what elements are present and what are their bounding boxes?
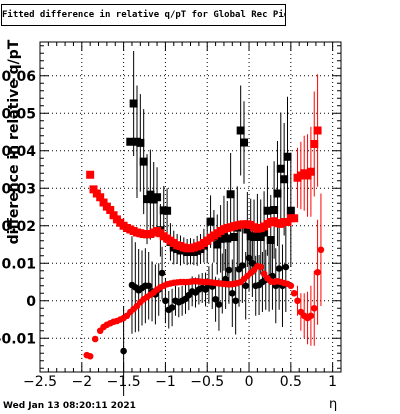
data-point	[129, 99, 138, 108]
data-point	[202, 286, 209, 293]
y-tick-label: 0.01	[1, 256, 36, 272]
data-point	[314, 268, 321, 276]
timestamp-footer: Wed Jan 13 08:20:11 2021	[3, 401, 136, 411]
series-2	[86, 74, 322, 253]
x-tick-label: −1	[155, 374, 176, 390]
x-tick-label: 0.5	[280, 374, 302, 390]
data-point	[260, 228, 269, 237]
x-tick-label: −0.5	[190, 374, 224, 390]
data-point	[275, 265, 283, 272]
data-point	[109, 211, 118, 220]
x-tick-label: 0	[245, 374, 254, 390]
data-point	[212, 295, 219, 303]
data-point	[273, 189, 282, 198]
y-tick-label: 0.06	[1, 69, 36, 85]
data-point	[89, 185, 98, 194]
data-point	[310, 140, 319, 148]
data-point	[310, 304, 318, 312]
data-point	[243, 225, 252, 234]
data-point	[216, 234, 225, 243]
data-point	[307, 312, 315, 320]
data-point	[266, 236, 275, 244]
data-point	[206, 217, 215, 226]
data-point	[96, 193, 105, 202]
data-point	[270, 206, 279, 214]
data-point	[229, 233, 238, 241]
data-markers	[83, 51, 325, 396]
data-point	[260, 270, 268, 278]
y-axis-title-text: difference in relative q/pT	[6, 39, 22, 245]
data-point	[249, 259, 256, 267]
data-point	[86, 170, 95, 179]
data-point	[245, 254, 253, 262]
data-point	[229, 289, 236, 297]
y-tick-label: 0.05	[1, 106, 36, 122]
data-point	[240, 138, 249, 147]
series-3	[83, 193, 325, 360]
data-point	[236, 126, 245, 135]
data-point	[306, 167, 315, 176]
x-tick-label: 1	[328, 374, 337, 390]
x-tick-label: −2	[71, 374, 92, 390]
data-point	[99, 198, 108, 207]
data-point	[225, 266, 233, 274]
data-point	[290, 289, 298, 297]
data-point	[158, 269, 166, 277]
data-point	[146, 190, 155, 199]
x-axis-title: η	[329, 397, 338, 412]
data-point	[263, 206, 272, 215]
data-point	[257, 263, 265, 271]
data-point	[242, 282, 249, 290]
y-tick-label: 0.03	[1, 181, 36, 197]
data-point	[86, 352, 94, 360]
data-point	[313, 126, 322, 135]
data-point	[91, 335, 99, 343]
data-point	[126, 137, 135, 146]
data-point	[232, 297, 239, 305]
data-point	[280, 175, 289, 184]
data-point	[269, 272, 276, 280]
data-point	[168, 304, 176, 311]
x-tick-label: −2.5	[23, 374, 57, 390]
data-point	[290, 214, 299, 223]
data-point	[139, 157, 148, 166]
plot-frame	[39, 41, 342, 373]
data-point	[294, 297, 301, 305]
data-point	[256, 233, 265, 241]
data-point	[162, 297, 169, 305]
data-point	[276, 164, 285, 173]
data-point	[282, 263, 290, 271]
data-point	[239, 262, 246, 269]
data-point	[226, 190, 235, 199]
data-point	[215, 301, 223, 308]
grid-lines	[40, 42, 341, 372]
data-point	[223, 234, 232, 243]
data-point	[106, 206, 115, 214]
data-point	[143, 195, 152, 204]
data-point	[136, 138, 145, 147]
data-point	[317, 246, 325, 254]
data-point	[120, 347, 127, 355]
data-point	[250, 233, 259, 241]
tick-labels: −2.5 −2 −1.5 −1 −0.5 0 0.5 1 -0.01 0 0.01 0.02 0.03 0…	[0, 69, 337, 390]
data-point	[287, 282, 295, 290]
axes	[39, 41, 342, 373]
y-tick-label: -0.01	[0, 331, 36, 347]
data-point	[145, 282, 152, 290]
data-point	[286, 206, 295, 215]
y-tick-label: 0.04	[1, 144, 36, 160]
data-point	[163, 206, 172, 215]
y-tick-label: 0	[26, 294, 36, 310]
y-tick-label: 0.02	[1, 219, 36, 235]
data-point	[283, 152, 292, 161]
x-tick-label: −1.5	[107, 374, 141, 390]
data-point	[213, 240, 222, 249]
data-point	[153, 193, 162, 202]
chart-title: Fitted difference in relative q/pT for G…	[1, 4, 286, 26]
